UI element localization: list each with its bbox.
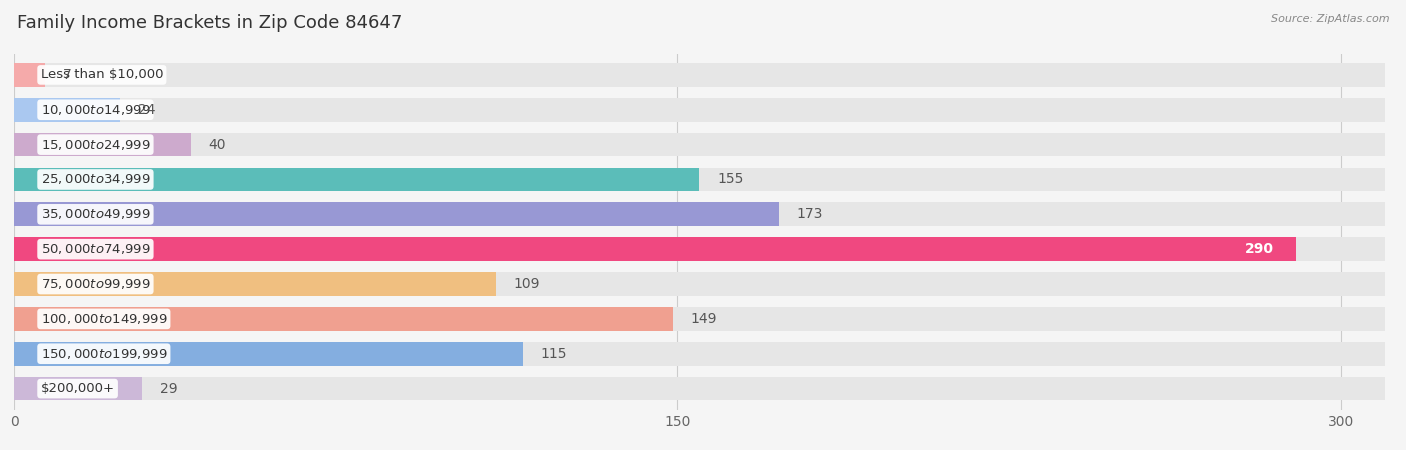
Text: 24: 24 [138, 103, 156, 117]
Text: $15,000 to $24,999: $15,000 to $24,999 [41, 138, 150, 152]
Bar [14, 98, 120, 122]
Bar [14, 272, 496, 296]
Bar [14, 202, 779, 226]
Bar [14, 272, 1385, 296]
Text: Source: ZipAtlas.com: Source: ZipAtlas.com [1271, 14, 1389, 23]
Text: $150,000 to $199,999: $150,000 to $199,999 [41, 347, 167, 361]
Text: $200,000+: $200,000+ [41, 382, 115, 395]
Text: 109: 109 [513, 277, 540, 291]
Bar [14, 98, 1385, 122]
Bar [14, 63, 1385, 87]
Bar [14, 342, 1385, 365]
Bar [14, 202, 1385, 226]
Text: 290: 290 [1246, 242, 1274, 256]
Bar [14, 133, 191, 157]
Text: $100,000 to $149,999: $100,000 to $149,999 [41, 312, 167, 326]
Text: 7: 7 [63, 68, 72, 82]
Bar [14, 167, 700, 191]
Bar [14, 377, 142, 400]
Text: $35,000 to $49,999: $35,000 to $49,999 [41, 207, 150, 221]
Text: 155: 155 [717, 172, 744, 186]
Text: 29: 29 [160, 382, 177, 396]
Bar [14, 167, 1385, 191]
Bar [14, 307, 1385, 331]
Text: 115: 115 [540, 347, 567, 361]
Bar [14, 133, 1385, 157]
Text: Less than $10,000: Less than $10,000 [41, 68, 163, 81]
Bar [14, 63, 45, 87]
Text: $10,000 to $14,999: $10,000 to $14,999 [41, 103, 150, 117]
Bar [14, 342, 523, 365]
Bar [14, 237, 1385, 261]
Text: 149: 149 [690, 312, 717, 326]
Text: Family Income Brackets in Zip Code 84647: Family Income Brackets in Zip Code 84647 [17, 14, 402, 32]
Text: 40: 40 [208, 138, 226, 152]
Text: $25,000 to $34,999: $25,000 to $34,999 [41, 172, 150, 186]
Bar [14, 307, 673, 331]
Bar [14, 237, 1296, 261]
Text: $50,000 to $74,999: $50,000 to $74,999 [41, 242, 150, 256]
Text: 173: 173 [797, 207, 823, 221]
Bar [14, 377, 1385, 400]
Text: $75,000 to $99,999: $75,000 to $99,999 [41, 277, 150, 291]
